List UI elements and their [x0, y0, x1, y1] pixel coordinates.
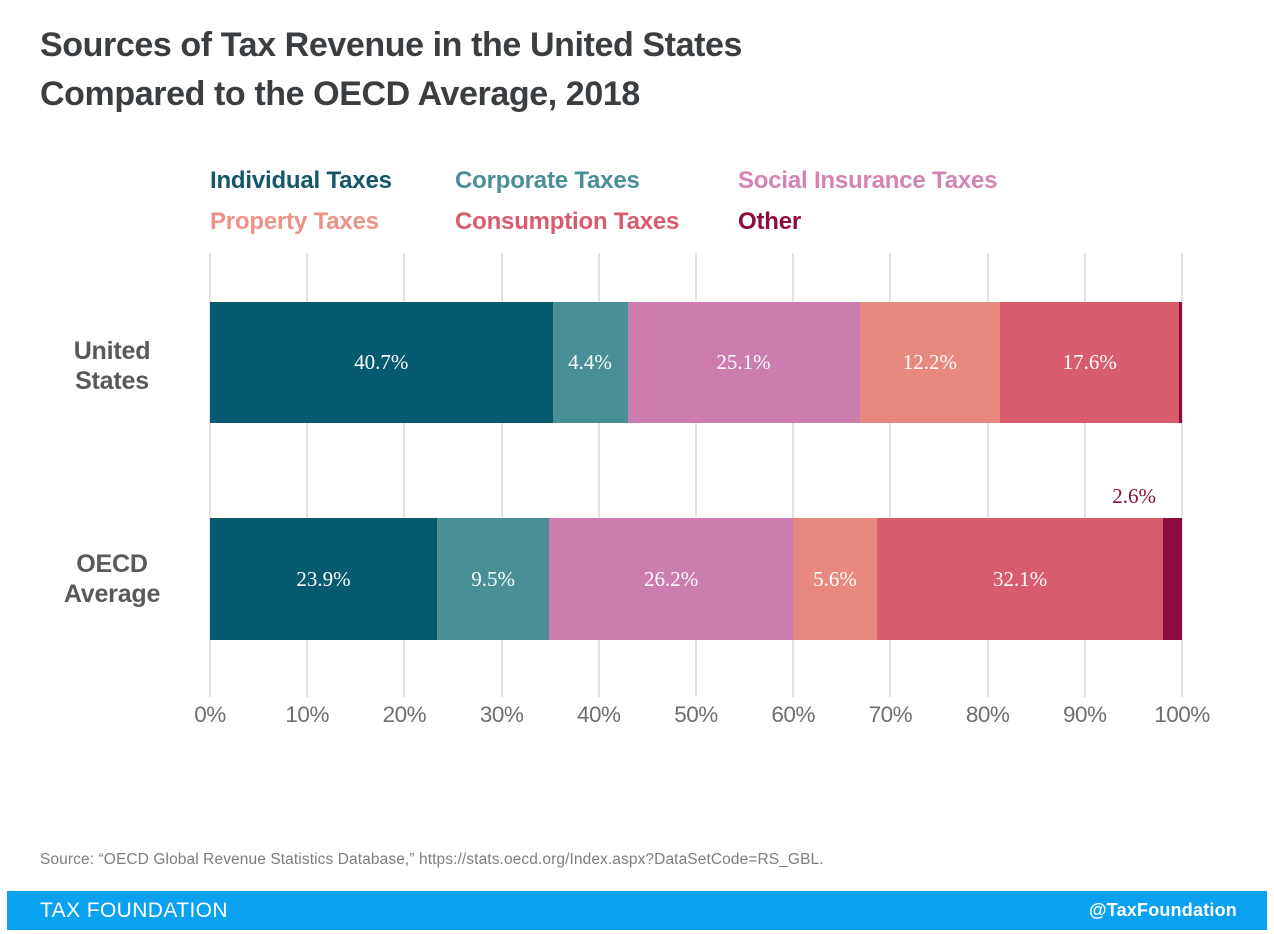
gridline	[695, 253, 697, 697]
x-tick: 0%	[194, 702, 226, 727]
row-label: United States	[28, 336, 196, 396]
chart-title-line-2: Compared to the OECD Average, 2018	[40, 75, 640, 113]
x-tick: 30%	[479, 702, 524, 727]
segment-value-label: 23.9%	[296, 566, 351, 591]
segment-value-label: 32.1%	[993, 566, 1048, 591]
x-axis: 0% 10% 20% 30% 40% 50% 60% 70% 80% 90% 100%	[194, 702, 1210, 734]
segment-value-label: 17.6%	[1062, 350, 1117, 374]
twitter-handle: @TaxFoundation	[1088, 900, 1237, 920]
bar-united-states: 40.7% 4.4% 25.1% 12.2% 17.6%	[210, 302, 1182, 423]
brand-name: TAX FOUNDATION	[40, 898, 228, 922]
gridline	[792, 253, 795, 697]
gridline	[1181, 253, 1183, 697]
gridline	[986, 253, 989, 697]
row-label-line: Average	[63, 580, 161, 608]
x-tick: 10%	[285, 702, 329, 727]
segment-value-label: 5.6%	[813, 566, 857, 591]
chart-title: Sources of Tax Revenue in the United Sta…	[40, 21, 742, 119]
segment-consumption-taxes: 17.6%	[1000, 302, 1180, 423]
x-tick: 20%	[382, 702, 427, 727]
gridline	[1083, 253, 1086, 697]
row-label-line: OECD	[76, 550, 148, 578]
legend-item-property-taxes: Property Taxes	[210, 208, 379, 235]
segment-value-label: 12.2%	[902, 350, 958, 374]
source-note: Source: “OECD Global Revenue Statistics …	[40, 851, 824, 868]
row-label-line: United	[73, 337, 151, 365]
oecd-other-value-label: 2.6%	[1112, 484, 1156, 508]
legend-item-other: Other	[738, 208, 802, 235]
segment-property-taxes: 12.2%	[859, 302, 1001, 423]
row-label-line: States	[75, 367, 149, 395]
segment-individual-taxes: 40.7%	[210, 302, 553, 423]
segment-corporate-taxes: 4.4%	[552, 302, 628, 423]
footer-bar: TAX FOUNDATION @TaxFoundation	[7, 891, 1267, 930]
x-tick: 60%	[771, 702, 815, 727]
gridline	[306, 253, 309, 697]
bar-oecd-average: 23.9% 9.5% 26.2% 5.6% 32.1%	[210, 518, 1182, 640]
segment-corporate-taxes: 9.5%	[436, 518, 550, 640]
segment-value-label: 4.4%	[568, 350, 612, 374]
segment-value-label: 40.7%	[354, 350, 409, 374]
segment-value-label: 9.5%	[471, 566, 515, 591]
legend-item-consumption-taxes: Consumption Taxes	[455, 208, 680, 235]
gridline	[500, 253, 503, 697]
legend-item-social-insurance-taxes: Social Insurance Taxes	[738, 167, 998, 194]
legend-item-individual-taxes: Individual Taxes	[210, 167, 392, 194]
segment-social-insurance-taxes: 25.1%	[627, 302, 860, 423]
legend-item-corporate-taxes: Corporate Taxes	[455, 167, 640, 194]
segment-individual-taxes: 23.9%	[210, 518, 437, 640]
x-tick: 80%	[965, 702, 1010, 727]
segment-other	[1163, 518, 1182, 640]
gridline	[889, 253, 892, 697]
segment-other	[1179, 302, 1182, 423]
x-tick: 90%	[1063, 702, 1107, 727]
segment-value-label: 26.2%	[643, 566, 699, 591]
segment-social-insurance-taxes: 26.2%	[549, 518, 793, 640]
segment-property-taxes: 5.6%	[792, 518, 878, 640]
legend: Individual Taxes Corporate Taxes Social In…	[210, 160, 997, 242]
x-tick: 50%	[674, 702, 718, 727]
gridline	[597, 253, 600, 697]
gridline	[403, 253, 406, 697]
x-tick: 100%	[1154, 702, 1210, 727]
gridline	[209, 253, 211, 697]
plot-area: 40.7% 4.4% 25.1% 12.2% 17.6% 23.9% 9.5% 26.2% 5…	[209, 253, 1183, 697]
x-tick: 40%	[577, 702, 621, 727]
chart-title-line-1: Sources of Tax Revenue in the United Sta…	[40, 26, 743, 64]
x-tick: 70%	[868, 702, 913, 727]
row-label: OECD Average	[28, 549, 196, 609]
segment-consumption-taxes: 32.1%	[877, 518, 1164, 640]
segment-value-label: 25.1%	[716, 350, 771, 374]
